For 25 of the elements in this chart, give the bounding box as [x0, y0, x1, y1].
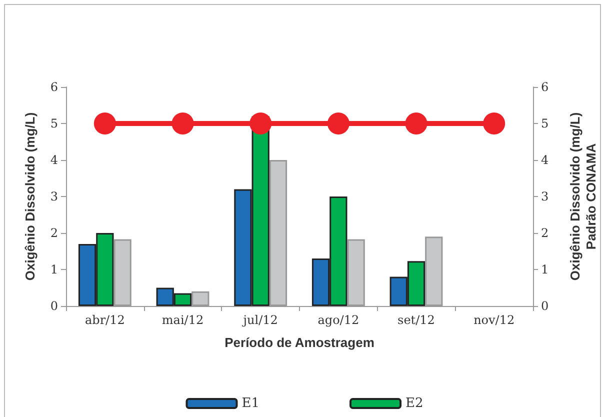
- legend-label: E1: [242, 396, 260, 411]
- y-tick-label: 0: [50, 299, 58, 313]
- y-tick-label: 3: [50, 190, 58, 204]
- y2-axis-title: Oxigênio Dissolvido (mg/L) Padrão CONAMA: [568, 112, 598, 281]
- y2-tick-label: 0: [541, 299, 549, 313]
- y-axis-title: Oxigênio Dissolvido (mg/L): [22, 112, 38, 281]
- y2-tick-label: 3: [541, 190, 549, 204]
- x-tick-label: abr/12: [84, 313, 125, 327]
- y-tick-label: 1: [50, 262, 58, 276]
- x-axis-title: Período de Amostragem: [224, 335, 374, 350]
- x-tick-label: set/12: [398, 313, 435, 327]
- y-tick-label: 5: [50, 116, 58, 130]
- y2-tick-label: 5: [541, 116, 549, 130]
- y-tick-label: 4: [50, 153, 58, 167]
- y-tick-label: 6: [50, 80, 58, 94]
- x-tick-label: nov/12: [474, 313, 515, 327]
- x-tick-label: mai/12: [162, 313, 204, 327]
- legend-label: E2: [406, 396, 424, 411]
- y2-tick-label: 6: [541, 80, 549, 94]
- y2-tick-label: 1: [541, 262, 549, 276]
- x-tick-label: jul/12: [241, 313, 278, 327]
- y2-tick-label: 4: [541, 153, 549, 167]
- y2-tick-label: 2: [541, 226, 549, 240]
- y-tick-label: 2: [50, 226, 58, 240]
- x-tick-label: ago/12: [318, 313, 360, 327]
